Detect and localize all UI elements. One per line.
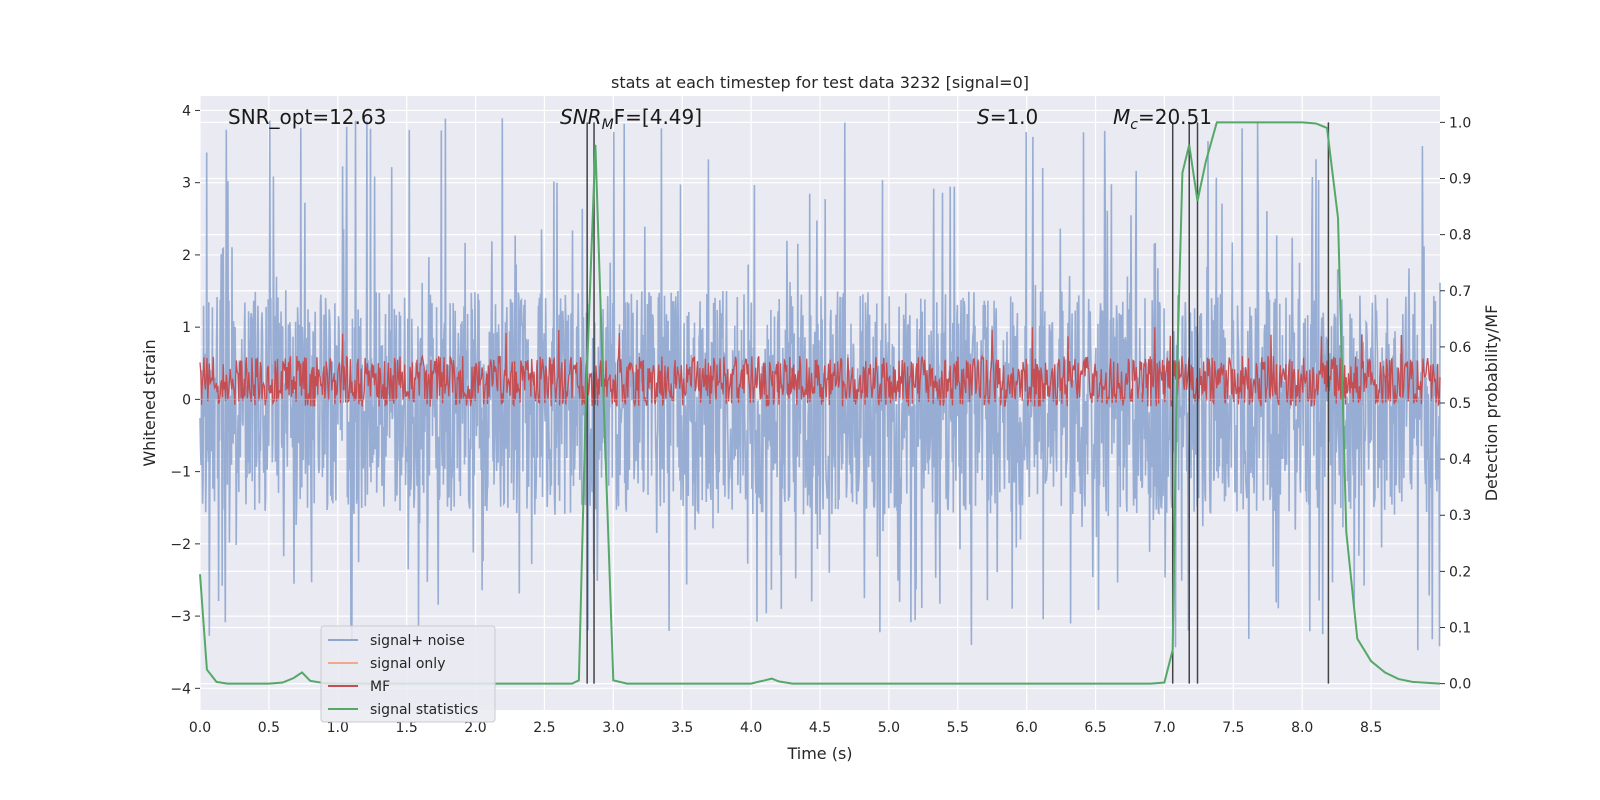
x-tick-label-17: 8.5 (1360, 720, 1382, 736)
x-tick-label-0: 0.0 (189, 720, 211, 736)
annotation-snr-mf-sub: M (602, 117, 614, 133)
mf-series (199, 327, 1441, 408)
x-tick-label-11: 5.5 (947, 720, 969, 736)
y-tick-label-right-5: 0.5 (1449, 396, 1471, 412)
annotation-snr-opt: SNR_opt=12.63 (228, 105, 386, 129)
annotation-s-rest: =1.0 (990, 105, 1039, 129)
signal-statistics-series (199, 121, 1441, 685)
legend-label-signal-noise: signal+ noise (370, 633, 465, 649)
y-tick-label-left-3: 1 (182, 320, 191, 336)
signal-statistics-line (199, 121, 1441, 685)
legend: signal+ noise signal only MF signal stat… (320, 625, 496, 723)
y-tick-label-left-5: −1 (170, 465, 191, 481)
annotation-s: S=1.0 (977, 105, 1038, 129)
x-axis-label: Time (s) (786, 744, 852, 763)
y-tick-label-right-4: 0.6 (1449, 340, 1471, 356)
y-tick-label-right-8: 0.2 (1449, 564, 1471, 580)
y-axis-label-left: Whitened strain (140, 339, 159, 466)
annotation-mc-rest: =20.51 (1138, 105, 1212, 129)
x-tick-label-8: 4.0 (740, 720, 762, 736)
y-ticks-right: 1.0 0.9 0.8 0.7 0.6 0.5 0.4 0.3 0.2 0.1 0.0 (1440, 115, 1471, 693)
annotation-mc: Mc=20.51 (1113, 105, 1212, 133)
chart-title: stats at each timestep for test data 323… (611, 73, 1029, 92)
annotation-s-var: S (977, 105, 990, 129)
y-tick-label-right-6: 0.4 (1449, 452, 1471, 468)
x-tick-label-16: 8.0 (1291, 720, 1313, 736)
y-tick-label-right-2: 0.8 (1449, 228, 1471, 244)
y-tick-label-right-1: 0.9 (1449, 172, 1471, 188)
annotation-mc-base: M (1113, 105, 1130, 129)
y-tick-label-left-0: 4 (182, 103, 191, 119)
annotation-mc-sub: c (1130, 117, 1138, 133)
y-tick-label-right-0: 1.0 (1449, 115, 1471, 131)
x-tick-label-4: 2.0 (464, 720, 486, 736)
y-tick-label-left-6: −2 (170, 537, 191, 553)
x-tick-label-2: 1.0 (327, 720, 349, 736)
x-tick-label-10: 5.0 (878, 720, 900, 736)
y-tick-label-left-8: −4 (170, 681, 191, 697)
x-tick-label-1: 0.5 (258, 720, 280, 736)
annotation-snr-mf-rest: F=[4.49] (614, 105, 702, 129)
legend-label-signal-only: signal only (370, 656, 445, 672)
legend-label-signal-statistics: signal statistics (370, 702, 478, 718)
y-tick-label-left-2: 2 (182, 248, 191, 264)
x-tick-label-3: 1.5 (396, 720, 418, 736)
y-tick-label-right-3: 0.7 (1449, 284, 1471, 300)
x-tick-label-13: 6.5 (1084, 720, 1106, 736)
x-ticks: 0.0 0.5 1.0 1.5 2.0 2.5 3.0 3.5 4.0 4.5 5.0 5.5 6.0 6… (189, 720, 1382, 736)
y-tick-label-left-4: 0 (182, 392, 191, 408)
x-tick-label-12: 6.0 (1016, 720, 1038, 736)
y-tick-label-right-9: 0.1 (1449, 620, 1471, 636)
y-tick-label-left-7: −3 (170, 609, 191, 625)
signal-noise-line (199, 118, 1441, 651)
x-tick-label-7: 3.5 (671, 720, 693, 736)
x-tick-label-6: 3.0 (602, 720, 624, 736)
y-tick-label-left-1: 3 (182, 176, 191, 192)
y-tick-label-right-10: 0.0 (1449, 677, 1471, 693)
mf-line (199, 327, 1441, 408)
signal-noise-series (199, 118, 1441, 651)
annotation-snr-mf: SNRMF=[4.49] (560, 105, 702, 133)
x-tick-label-9: 4.5 (809, 720, 831, 736)
x-tick-label-5: 2.5 (533, 720, 555, 736)
y-tick-label-right-7: 0.3 (1449, 508, 1471, 524)
annotation-snr-mf-base: SNR (560, 105, 602, 129)
y-ticks-left: 4 3 2 1 0 −1 −2 −3 −4 (170, 103, 200, 697)
y-axis-label-right: Detection probability/MF (1482, 305, 1501, 502)
legend-box (320, 625, 496, 723)
x-tick-label-14: 7.0 (1153, 720, 1175, 736)
x-tick-label-15: 7.5 (1222, 720, 1244, 736)
legend-label-mf: MF (370, 679, 390, 695)
